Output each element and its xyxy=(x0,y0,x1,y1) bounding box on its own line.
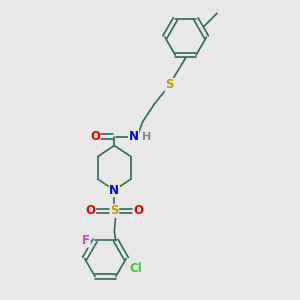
Text: H: H xyxy=(142,132,151,142)
Text: S: S xyxy=(110,204,118,218)
Text: N: N xyxy=(109,184,119,196)
Text: S: S xyxy=(165,78,174,91)
Text: O: O xyxy=(133,204,143,218)
Text: O: O xyxy=(85,204,96,218)
Text: Cl: Cl xyxy=(129,262,142,275)
Text: N: N xyxy=(129,130,139,143)
Text: F: F xyxy=(82,234,90,247)
Text: O: O xyxy=(90,130,100,143)
